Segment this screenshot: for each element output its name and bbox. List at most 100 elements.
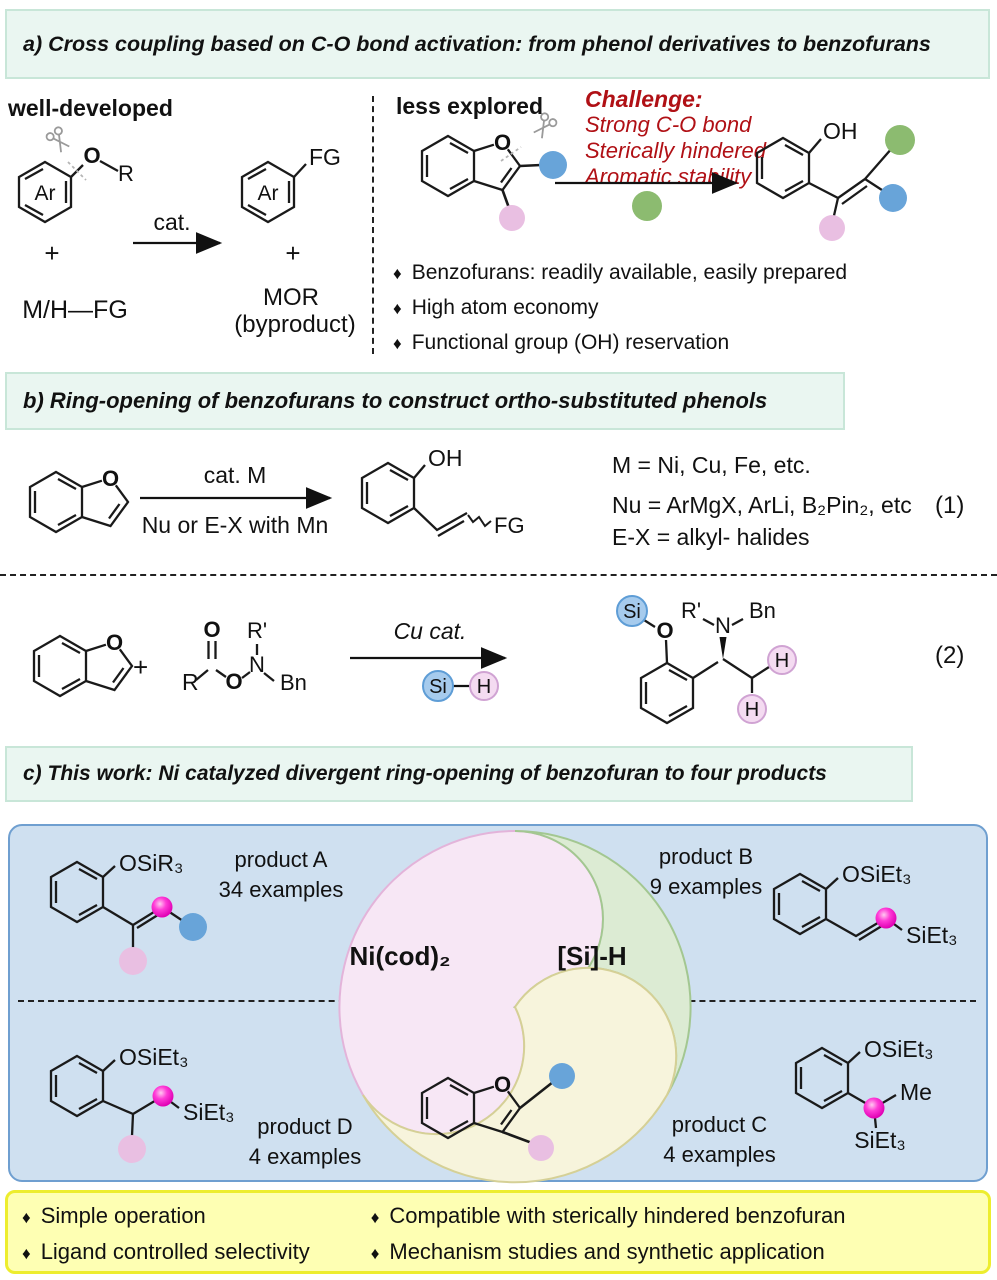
pink-substituent-dot	[499, 205, 525, 231]
n-label: N	[715, 613, 731, 638]
ni-cod2-label: Ni(cod)₂	[349, 941, 450, 971]
vinyl-bonds	[413, 507, 468, 537]
cut-dashes	[500, 146, 522, 162]
blue-substituent-dot	[549, 1063, 575, 1089]
fg-label: FG	[494, 513, 525, 538]
magenta-highlight-dot	[863, 1097, 885, 1119]
blue-substituent-dot	[179, 913, 207, 941]
eq1-arrow	[140, 487, 333, 509]
bullet-row: ♦ High atom economy	[393, 291, 847, 326]
eq2-cat-label: Cu cat.	[393, 618, 467, 644]
eq2-number: (2)	[935, 642, 965, 669]
osi-bond	[102, 865, 116, 878]
r-group-label: R	[118, 161, 134, 186]
benefit-bullets: ♦ Benzofurans: readily available, easily …	[393, 256, 847, 361]
less-explored-label: less explored	[396, 93, 544, 119]
green-substituent-dot	[885, 125, 915, 155]
r-prime-label: R'	[681, 598, 701, 623]
footer-bullets: ♦ Simple operation ♦ Compatible with ste…	[22, 1203, 846, 1275]
h-circle	[767, 645, 797, 675]
ester-o-label: O	[225, 669, 242, 694]
product-b-structure: OSiEt₃ SiEt₃	[772, 861, 958, 948]
eq1-conditions-label: Nu or E-X with Mn	[141, 512, 329, 538]
product-c-name: product C	[671, 1112, 768, 1137]
si-h-reagent: Si H	[422, 670, 499, 702]
osir3-label: OSiR₃	[119, 850, 183, 876]
pink-substituent-dot	[119, 947, 147, 975]
product-b-label: product B 9 examples	[636, 842, 776, 902]
osi-bond	[847, 1051, 861, 1064]
scheme-a-left: Ar O R + M/H—FG cat. Ar FG + MOR (byprod…	[17, 125, 356, 338]
eq1-note-1: M = Ni, Cu, Fe, etc.	[612, 452, 811, 478]
cut-dashes	[67, 161, 87, 181]
footer-bullet-4: Mechanism studies and synthetic applicat…	[389, 1239, 825, 1264]
eq1-note-3: E-X = alkyl- halides	[612, 524, 810, 550]
osiet3-label: OSiEt₃	[842, 861, 911, 887]
bullet-text: Functional group (OH) reservation	[411, 331, 730, 354]
siet3-label: SiEt₃	[906, 922, 958, 948]
section-b-header: b) Ring-opening of benzofurans to constr…	[5, 372, 845, 430]
ar-label: Ar	[35, 182, 56, 205]
footer-bullet-3: Compatible with sterically hindered benz…	[389, 1203, 846, 1228]
pink-substituent-dot	[118, 1135, 146, 1163]
bullet-row: ♦ Functional group (OH) reservation	[393, 326, 847, 361]
ether-o-label: O	[83, 143, 100, 168]
si-h-label: [Si]-H	[557, 941, 626, 971]
product-b-count: 9 examples	[649, 874, 763, 899]
product-c-label: product C 4 examples	[642, 1110, 797, 1170]
blue-substituent-dot	[539, 151, 567, 179]
benzofuran-o-label: O	[494, 130, 511, 155]
section-c-title: c) This work: Ni catalyzed divergent rin…	[23, 762, 827, 785]
wedge-bond	[719, 637, 727, 659]
oh-label: OH	[823, 118, 858, 144]
c2-bond	[519, 163, 542, 168]
osi-bond	[102, 1059, 116, 1072]
si-label: Si	[429, 676, 447, 698]
si-label: Si	[623, 601, 641, 623]
product-d-name: product D	[257, 1114, 353, 1139]
benzofuran-o-label: O	[494, 1072, 511, 1097]
diamond-icon: ♦	[393, 299, 402, 318]
phenol-product-a: OH	[755, 118, 915, 241]
product-d-count: 4 examples	[248, 1144, 362, 1169]
oh-bond	[413, 464, 426, 479]
ar2-label: Ar	[258, 182, 279, 205]
squiggle-bond	[467, 514, 492, 528]
eq2-arrow	[350, 647, 508, 669]
footer-bullet-2: Ligand controlled selectivity	[40, 1239, 310, 1264]
bn-label: Bn	[749, 598, 776, 623]
product-c-structure: OSiEt₃ Me SiEt₃	[794, 1036, 933, 1153]
r-prime-label: R'	[247, 618, 267, 643]
yellow-lobe	[362, 966, 678, 1184]
section-b-title: b) Ring-opening of benzofurans to constr…	[23, 388, 768, 413]
fg-label: FG	[309, 144, 341, 170]
bullet-row: ♦ Simple operation ♦ Compatible with ste…	[22, 1203, 846, 1239]
blue-substituent-dot	[879, 184, 907, 212]
well-developed-label: well-developed	[8, 95, 173, 121]
vertical-divider	[372, 96, 374, 354]
diamond-icon: ♦	[22, 1244, 31, 1263]
product-d-structure: OSiEt₃ SiEt₃	[49, 1044, 235, 1163]
product-d-label: product D 4 examples	[230, 1112, 380, 1172]
product-a-structure: OSiR₃	[49, 850, 207, 975]
product-b-name: product B	[658, 844, 754, 869]
product-c-count: 4 examples	[663, 1142, 776, 1167]
bullet-text: Benzofurans: readily available, easily p…	[411, 261, 848, 284]
plus-sign: +	[44, 238, 59, 268]
diamond-icon: ♦	[393, 334, 402, 353]
magenta-highlight-dot	[152, 1085, 174, 1107]
section-a-title: a) Cross coupling based on C-O bond acti…	[23, 31, 931, 56]
eq2-plus: +	[133, 652, 149, 682]
bullet-row: ♦ Benzofurans: readily available, easily …	[393, 256, 847, 291]
osiet3-label: OSiEt₃	[119, 1044, 188, 1070]
challenge-line-2: Sterically hindered	[585, 138, 766, 163]
benzofuran-o-label: O	[106, 630, 123, 655]
green-substituent-dot	[632, 191, 662, 221]
ester-bonds	[195, 641, 275, 682]
section-a-header: a) Cross coupling based on C-O bond acti…	[5, 9, 990, 79]
challenge-title: Challenge:	[585, 86, 703, 112]
benzofuran-o-label: O	[102, 466, 119, 491]
plus-sign-2: +	[285, 238, 300, 268]
eq1-cat-label: cat. M	[203, 462, 267, 488]
swirl-diagram: Ni(cod)₂ [Si]-H O	[338, 829, 692, 1184]
